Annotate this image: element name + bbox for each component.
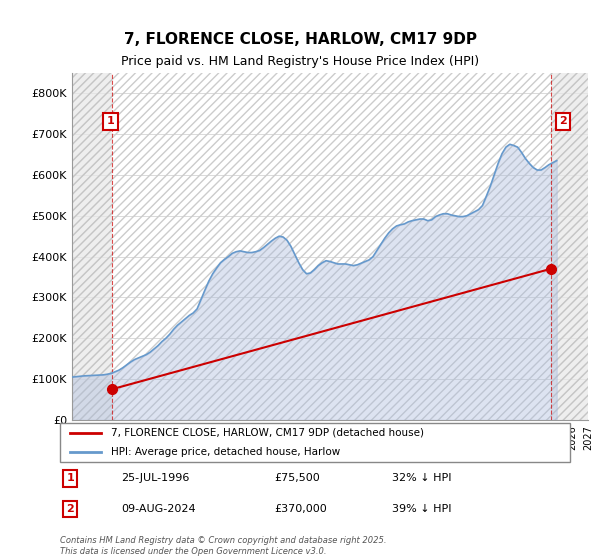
Text: 09-AUG-2024: 09-AUG-2024 xyxy=(121,504,196,514)
Text: 2: 2 xyxy=(67,504,74,514)
Text: 1: 1 xyxy=(107,116,115,127)
Text: £75,500: £75,500 xyxy=(274,473,320,483)
Bar xyxy=(72,73,112,420)
Text: 7, FLORENCE CLOSE, HARLOW, CM17 9DP (detached house): 7, FLORENCE CLOSE, HARLOW, CM17 9DP (det… xyxy=(111,428,424,437)
Text: 1: 1 xyxy=(67,473,74,483)
Text: 2: 2 xyxy=(559,116,567,127)
Text: Contains HM Land Registry data © Crown copyright and database right 2025.
This d: Contains HM Land Registry data © Crown c… xyxy=(60,536,386,556)
Text: £370,000: £370,000 xyxy=(274,504,327,514)
Text: 32% ↓ HPI: 32% ↓ HPI xyxy=(392,473,451,483)
Text: Price paid vs. HM Land Registry's House Price Index (HPI): Price paid vs. HM Land Registry's House … xyxy=(121,55,479,68)
Bar xyxy=(551,73,588,420)
Text: 25-JUL-1996: 25-JUL-1996 xyxy=(121,473,190,483)
Text: 7, FLORENCE CLOSE, HARLOW, CM17 9DP: 7, FLORENCE CLOSE, HARLOW, CM17 9DP xyxy=(124,32,476,46)
Text: 39% ↓ HPI: 39% ↓ HPI xyxy=(392,504,451,514)
Text: HPI: Average price, detached house, Harlow: HPI: Average price, detached house, Harl… xyxy=(111,447,340,457)
FancyBboxPatch shape xyxy=(60,423,570,462)
